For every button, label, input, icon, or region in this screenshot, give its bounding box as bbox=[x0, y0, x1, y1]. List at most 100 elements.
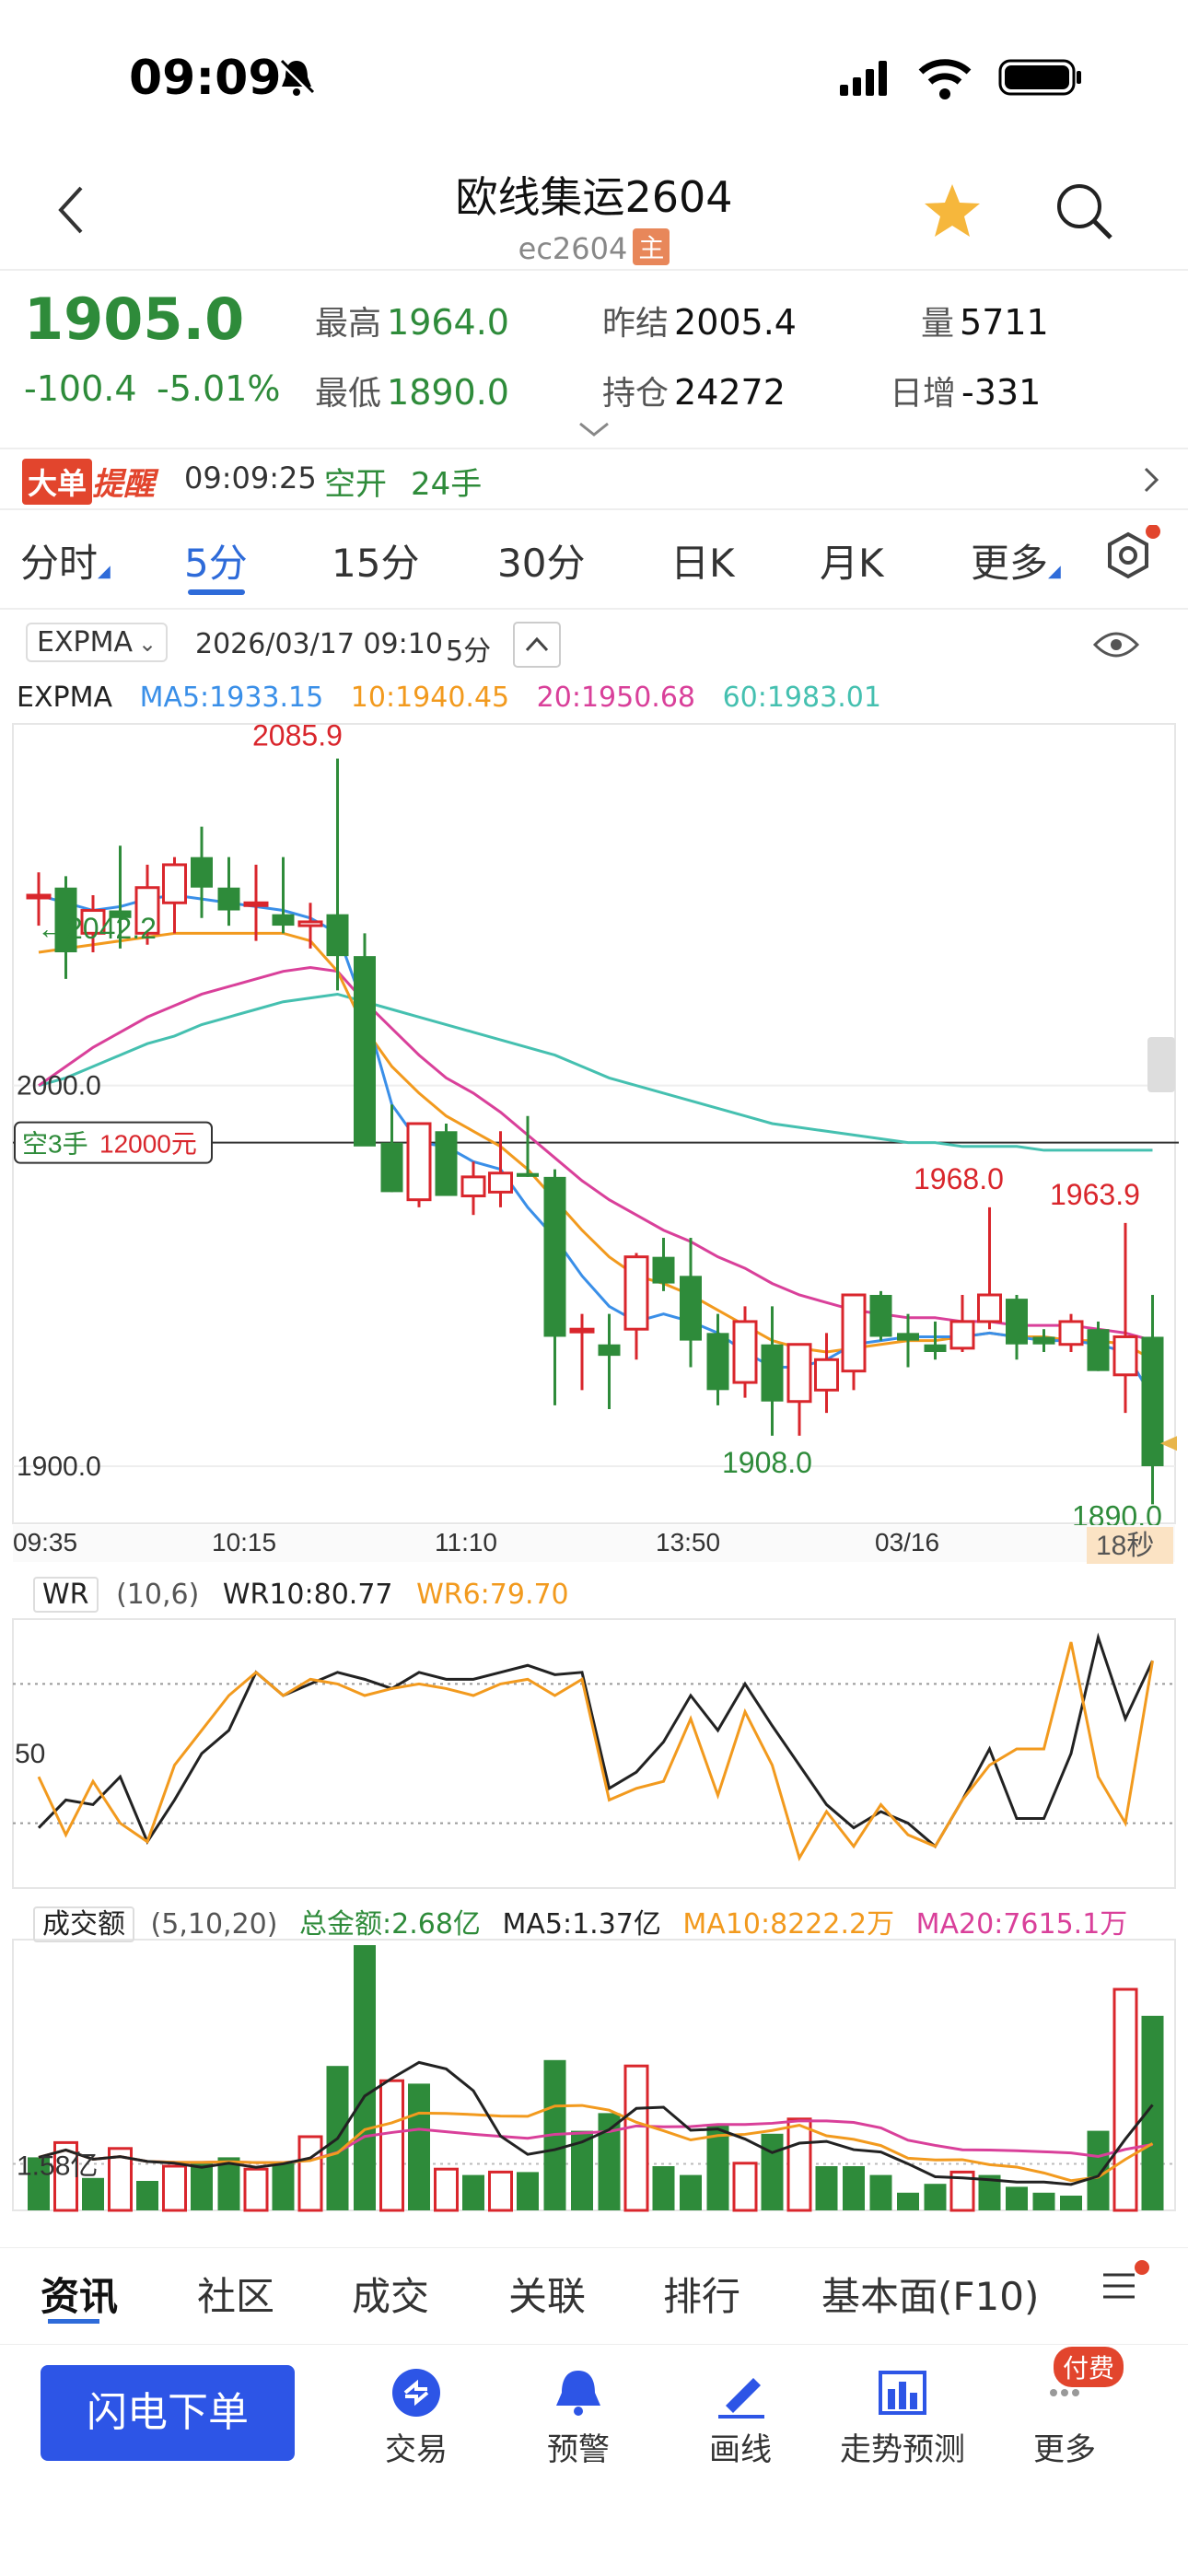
position-lots-label: 空3手 bbox=[22, 1130, 88, 1159]
candle-body-down bbox=[543, 1176, 566, 1337]
settings-hexagon-icon[interactable] bbox=[1098, 525, 1162, 589]
volume-field: 量 5711 bbox=[921, 297, 1049, 344]
amount-bar-down bbox=[136, 2181, 158, 2210]
low-value: 1890.0 bbox=[387, 372, 509, 413]
daily-increase-value: -331 bbox=[961, 372, 1042, 413]
tab-15min[interactable]: 15分 bbox=[332, 541, 420, 586]
candle-body-down bbox=[869, 1295, 892, 1337]
left-edge-price-label: ←2042.2 bbox=[37, 912, 157, 945]
prev-settle-field: 昨结 2005.4 bbox=[602, 297, 797, 344]
daily-increase-label: 日增 bbox=[890, 375, 957, 413]
open-interest-label: 持仓 bbox=[602, 375, 670, 413]
tab-5min[interactable]: 5分 bbox=[184, 532, 248, 589]
countdown-label: 18秒 bbox=[1096, 1531, 1154, 1561]
amount-ma5-line bbox=[38, 2060, 1154, 2186]
prev-settle-label: 昨结 bbox=[602, 305, 670, 343]
amount-header: 成交额 (5,10,20) 总金额:2.68亿 MA5:1.37亿 MA10:8… bbox=[33, 1901, 1128, 1942]
amount-bar-down bbox=[652, 2166, 675, 2210]
y-tick-1900: 1900.0 bbox=[17, 1451, 101, 1482]
pen-icon bbox=[718, 2378, 764, 2419]
time-axis-label: 09:35 bbox=[13, 1528, 77, 1556]
tab-more[interactable]: 更多◢ bbox=[971, 532, 1061, 589]
expand-chevron-icon[interactable] bbox=[578, 420, 610, 438]
ma10-value: 10:1940.45 bbox=[350, 682, 510, 714]
tab-trades[interactable]: 成交 bbox=[352, 2274, 430, 2319]
amount-bar-down bbox=[28, 2157, 50, 2210]
divider bbox=[0, 508, 1188, 510]
wr-params: (10,6) bbox=[116, 1579, 200, 1611]
amount-bar-down bbox=[272, 2162, 295, 2210]
chart-datetime: 2026/03/17 09:10 bbox=[195, 628, 443, 660]
wr-select[interactable]: WR bbox=[33, 1577, 99, 1613]
price-change: -100.4 bbox=[24, 368, 137, 409]
draw-button[interactable]: 画线 bbox=[676, 2365, 805, 2469]
candle-body-down bbox=[652, 1256, 675, 1284]
ma5-value: MA5:1933.15 bbox=[139, 682, 324, 714]
amount-total: 总金额:2.68亿 bbox=[299, 1908, 481, 1941]
amount-bar-down bbox=[217, 2157, 240, 2210]
amount-ma20: MA20:7615.1万 bbox=[915, 1908, 1128, 1941]
divider bbox=[0, 269, 1188, 271]
signal-icon bbox=[840, 61, 887, 96]
candle-body-down bbox=[54, 887, 77, 952]
ma20-value: 20:1950.68 bbox=[536, 682, 696, 714]
candle-body-down bbox=[1006, 1299, 1028, 1345]
kline-chart[interactable]: 2085.9 ←2042.2 2000.0 1900.0 空3手 12000元 1968.0… bbox=[0, 718, 1188, 2247]
warn-button[interactable]: 预警 bbox=[514, 2365, 643, 2469]
amount-bar-down bbox=[1087, 2130, 1110, 2210]
candle-body-up bbox=[406, 1122, 432, 1202]
high-field: 最高 1964.0 bbox=[315, 297, 509, 344]
candle-body-down bbox=[380, 1142, 403, 1193]
time-axis-label: 13:50 bbox=[656, 1528, 720, 1556]
flash-order-button[interactable]: 闪电下单 bbox=[41, 2365, 295, 2461]
trade-button[interactable]: 交易 bbox=[352, 2365, 481, 2469]
star-icon[interactable] bbox=[921, 181, 984, 241]
candle-body-down bbox=[191, 857, 213, 888]
candle-body-down bbox=[924, 1344, 947, 1352]
main-contract-badge: 主 bbox=[633, 228, 670, 265]
tab-related[interactable]: 关联 bbox=[508, 2274, 587, 2319]
position-value-label: 12000元 bbox=[99, 1130, 197, 1159]
amount-bar-down bbox=[354, 1945, 376, 2210]
candle-body-down bbox=[598, 1344, 621, 1357]
status-bar: 09:09 bbox=[0, 0, 1188, 147]
amount-bar-up bbox=[162, 2164, 187, 2212]
tab-30min[interactable]: 30分 bbox=[497, 541, 586, 586]
menu-icon[interactable] bbox=[1098, 2258, 1153, 2314]
tab-fundamentals[interactable]: 基本面(F10) bbox=[821, 2274, 1040, 2319]
wr-header: WR (10,6) WR10:80.77 WR6:79.70 bbox=[33, 1577, 569, 1613]
search-icon[interactable] bbox=[1054, 181, 1114, 241]
candle-body-down bbox=[761, 1344, 784, 1402]
trend-predict-button[interactable]: 走势预测 bbox=[829, 2365, 976, 2469]
tab-5min-label: 5分 bbox=[184, 541, 248, 586]
ma60-value: 60:1983.01 bbox=[722, 682, 881, 714]
eye-icon[interactable] bbox=[1092, 626, 1140, 663]
alert-badge-text: 提醒 bbox=[92, 466, 155, 503]
peak-label: 1963.9 bbox=[1050, 1178, 1140, 1211]
more-button[interactable]: 更多 bbox=[1000, 2365, 1129, 2469]
wr6-value: WR6:79.70 bbox=[416, 1579, 569, 1611]
back-icon[interactable] bbox=[55, 184, 87, 236]
tab-ranking[interactable]: 排行 bbox=[663, 2274, 741, 2319]
tab-monthly-k[interactable]: 月K bbox=[820, 541, 884, 586]
chevron-right-icon bbox=[1144, 467, 1159, 493]
tab-daily-k[interactable]: 日K bbox=[670, 541, 735, 586]
amount-bar-down bbox=[761, 2133, 784, 2210]
candle-body-down bbox=[1087, 1329, 1110, 1371]
chart-period: 5分 bbox=[446, 635, 492, 668]
collapse-button[interactable] bbox=[512, 621, 562, 669]
candle-body-up bbox=[1058, 1320, 1084, 1346]
amount-bar-up bbox=[379, 2079, 404, 2212]
tab-more-label: 更多 bbox=[971, 541, 1049, 586]
tab-timeshare[interactable]: 分时◢ bbox=[20, 532, 111, 589]
tab-community[interactable]: 社区 bbox=[197, 2274, 275, 2319]
big-order-alert[interactable]: 大单 提醒 09:09:25 空开 24手 bbox=[0, 451, 1188, 507]
indicator-select[interactable]: EXPMA ⌄ bbox=[26, 623, 169, 662]
last-price-marker bbox=[1160, 1436, 1177, 1451]
tab-news[interactable]: 资讯 bbox=[41, 2274, 119, 2319]
open-interest-field: 持仓 24272 bbox=[602, 367, 786, 414]
y-tick-2000: 2000.0 bbox=[17, 1071, 101, 1102]
high-label: 最高 bbox=[315, 305, 382, 343]
candle-body-up bbox=[243, 901, 269, 907]
amount-select[interactable]: 成交额 bbox=[33, 1906, 134, 1942]
